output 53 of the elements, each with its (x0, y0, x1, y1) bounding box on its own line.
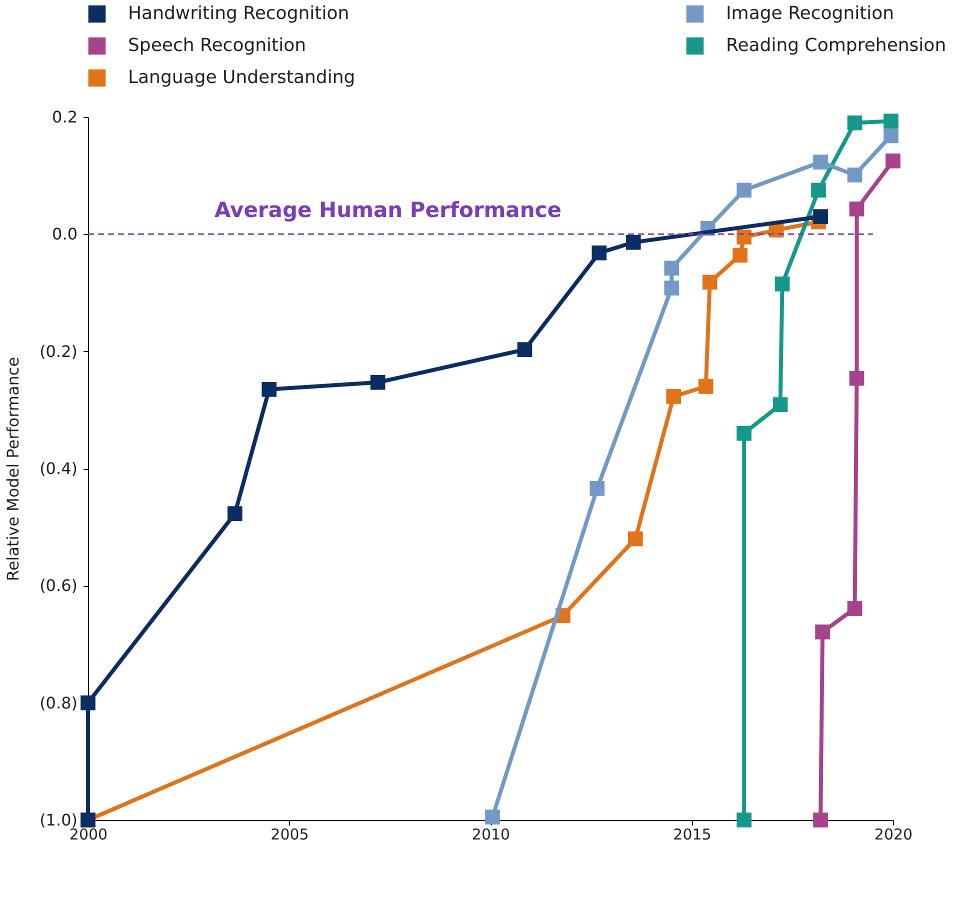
point (592, 245, 607, 260)
y-tick-label: 0.2 (52, 108, 78, 126)
point (517, 342, 532, 357)
point (736, 426, 752, 441)
point (813, 154, 828, 170)
point (702, 274, 718, 290)
y-tick-label: (0.6) (40, 576, 78, 596)
point (80, 695, 96, 710)
point (628, 531, 643, 546)
y-tick-label: (1.0) (40, 810, 78, 830)
legend-label: Speech Recognition (128, 35, 306, 56)
point (732, 248, 748, 263)
x-tick-label: 2020 (874, 826, 913, 844)
point (847, 168, 862, 182)
point (849, 370, 864, 386)
point (884, 128, 898, 144)
y-tick-label: (0.2) (40, 342, 78, 361)
point (698, 379, 714, 394)
y-tick-label: (0.4) (40, 459, 78, 478)
y-tick-label: 0.0 (52, 224, 78, 244)
point (847, 601, 862, 616)
legend-label: Reading Comprehension (726, 35, 946, 56)
x-tick-label: 2010 (472, 826, 510, 844)
point (664, 280, 680, 296)
point (815, 624, 830, 640)
point (736, 812, 752, 828)
point (886, 154, 900, 168)
point (849, 202, 864, 216)
point (813, 209, 828, 224)
point (884, 114, 898, 129)
y-axis-title: Relative Model Performance (4, 356, 23, 582)
ref-line-label: Average Human Performance (214, 198, 562, 222)
point (262, 382, 277, 397)
point (626, 234, 641, 250)
x-tick-label: 2005 (270, 826, 309, 844)
y-tick-label: (0.8) (40, 693, 78, 712)
point (774, 276, 790, 292)
point (370, 374, 386, 390)
legend-label: Image Recognition (726, 3, 894, 24)
x-tick-label: 2015 (673, 826, 712, 844)
point (666, 389, 682, 404)
point (590, 481, 605, 496)
point (772, 397, 788, 412)
point (227, 506, 242, 522)
point (813, 812, 828, 828)
point (736, 230, 752, 245)
point (847, 115, 862, 130)
point (664, 260, 680, 276)
point (736, 182, 752, 198)
point (485, 810, 500, 824)
point (811, 182, 826, 198)
legend-label: Language Understanding (128, 67, 356, 88)
legend-label: Handwriting Recognition (128, 3, 350, 24)
